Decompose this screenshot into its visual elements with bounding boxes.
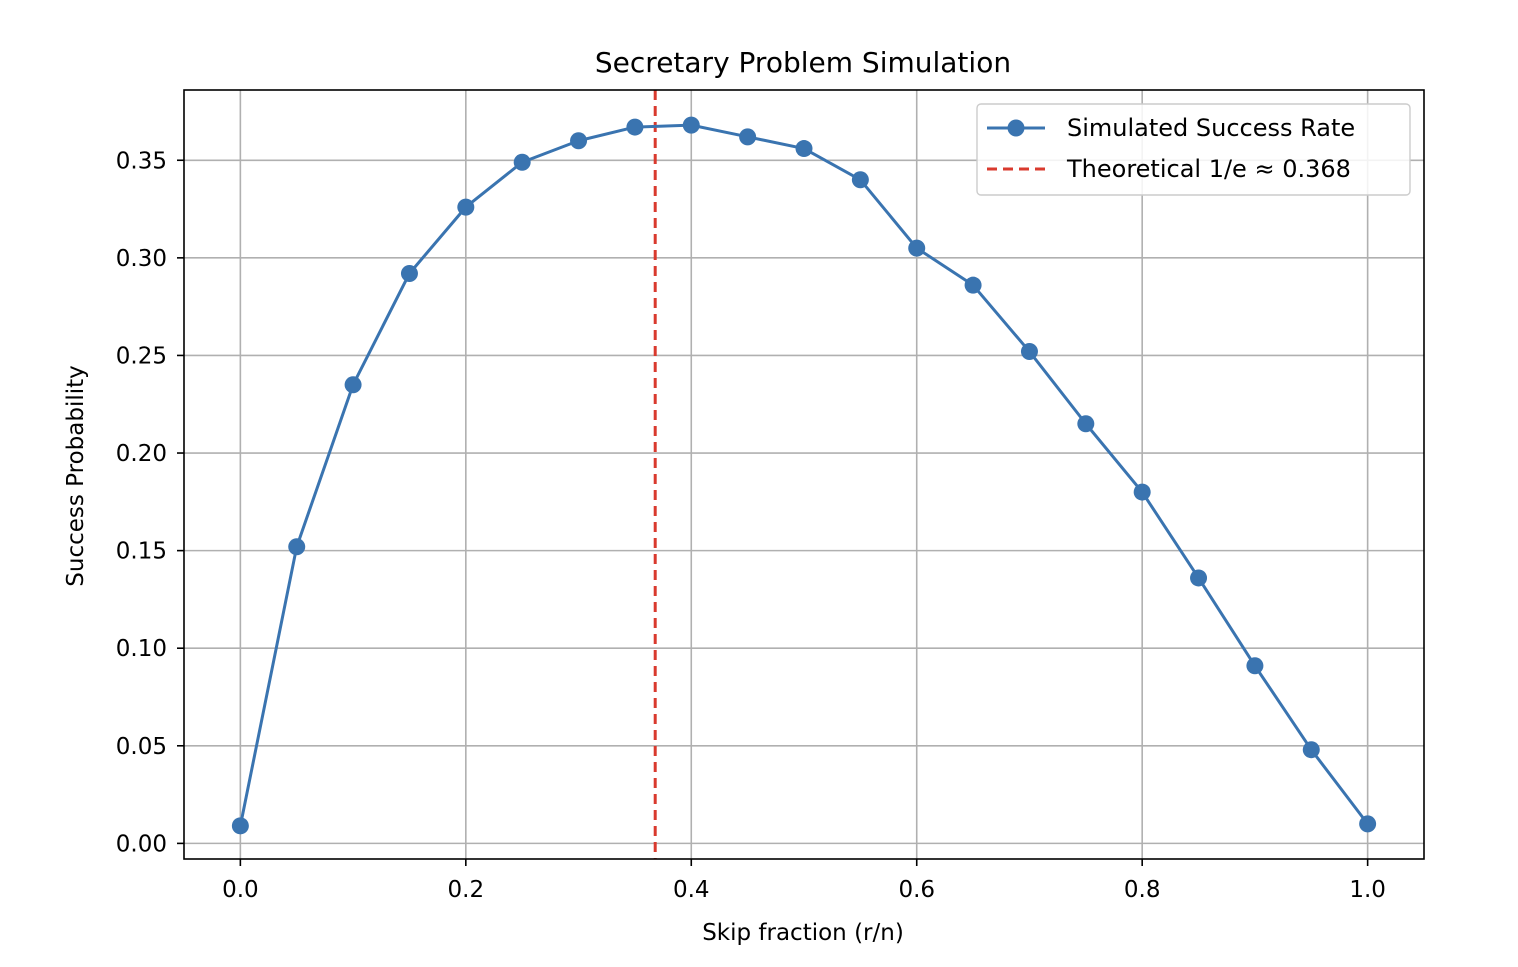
plot-frame [183,89,1425,860]
data-point [1246,657,1264,675]
x-tick-label: 0.0 [222,877,259,903]
data-point [570,132,588,150]
x-axis-label: Skip fraction (r/n) [702,920,904,946]
y-tick-label: 0.20 [116,441,167,467]
data-point [682,116,700,134]
y-tick-label: 0.05 [116,734,167,760]
data-point [795,140,813,158]
data-point [457,198,475,216]
y-tick-label: 0.35 [116,148,167,174]
data-point [400,264,418,282]
y-tick-label: 0.30 [116,246,167,272]
data-point [964,276,982,294]
chart-title: Secretary Problem Simulation [595,46,1011,79]
data-point [739,128,757,146]
data-point [1020,343,1038,361]
data-point [1133,483,1151,501]
y-tick-label: 0.10 [116,636,167,662]
x-tick-label: 0.2 [448,877,485,903]
y-axis-label: Success Probability [63,365,89,586]
x-tick-label: 0.8 [1124,877,1161,903]
grid [184,90,1424,859]
data-point [908,239,926,257]
data-point [1302,741,1320,759]
legend-series-label: Simulated Success Rate [1067,114,1355,142]
x-tick-label: 0.4 [673,877,710,903]
y-tick-label: 0.15 [116,539,167,565]
data-point [851,171,869,189]
data-point [626,118,644,136]
legend-reference-label: Theoretical 1/e ≈ 0.368 [1066,155,1351,183]
data-point [1190,569,1208,587]
data-point [288,538,306,556]
series [231,116,1377,835]
legend-series-marker [1007,119,1025,137]
axis-ticks: 0.0 0.2 0.4 0.6 0.8 1.0 0.00 0.05 0.10 0.15 0.20 0.… [116,148,1386,903]
legend: Simulated Success Rate Theoretical 1/e ≈… [976,103,1411,196]
x-tick-label: 1.0 [1349,877,1386,903]
y-tick-label: 0.00 [116,831,167,857]
data-point [1359,815,1377,833]
data-point [344,376,362,394]
data-point [1077,415,1095,433]
data-point [513,153,531,171]
data-point [231,817,249,835]
y-tick-label: 0.25 [116,343,167,369]
legend-box [976,103,1411,196]
x-tick-label: 0.6 [898,877,935,903]
